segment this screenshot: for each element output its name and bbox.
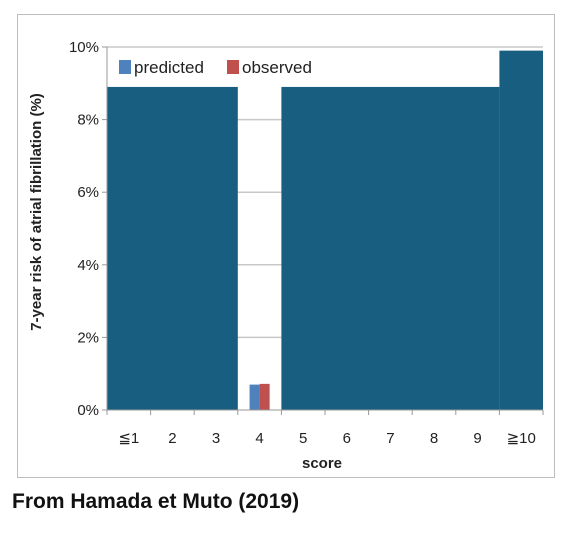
bars <box>249 383 270 410</box>
x-tick-label: 8 <box>430 430 438 447</box>
bar-observed <box>259 383 270 410</box>
x-tick-label: ≧10 <box>507 430 536 447</box>
x-tick-label: 2 <box>168 430 176 447</box>
y-axis-ticks: 0% 2% 4% 6% 8% 10% <box>69 39 107 419</box>
legend-swatch-observed <box>227 60 239 74</box>
x-tick-label: ≦1 <box>118 430 139 447</box>
legend-label-predicted: predicted <box>134 58 204 77</box>
overlay-blocks <box>107 50 543 411</box>
x-tick-label: 6 <box>343 430 351 447</box>
y-tick-label: 6% <box>77 184 99 201</box>
y-tick-label: 4% <box>77 257 99 274</box>
y-tick-label: 10% <box>69 39 99 56</box>
y-tick-label: 8% <box>77 112 99 129</box>
y-tick-label: 2% <box>77 329 99 346</box>
legend-label-observed: observed <box>242 58 312 77</box>
overlay-block <box>107 86 238 411</box>
x-tick-label: 9 <box>473 430 481 447</box>
legend: predicted observed <box>113 51 473 85</box>
x-axis-ticks: ≦1 2 3 4 5 6 7 8 9 ≧10 <box>106 410 544 447</box>
atrial-fibrillation-risk-chart: 0% 2% 4% 6% 8% 10% ≦1 2 3 4 5 6 7 8 9 ≧10 predicted obs… <box>28 39 544 472</box>
legend-swatch-predicted <box>119 60 131 74</box>
x-tick-label: 7 <box>386 430 394 447</box>
x-tick-label: 3 <box>212 430 220 447</box>
legend-box <box>113 51 473 85</box>
bar-predicted <box>249 384 260 410</box>
x-tick-label: 4 <box>255 430 263 447</box>
overlay-block <box>499 50 543 410</box>
x-axis-title: score <box>302 455 342 472</box>
y-tick-label: 0% <box>77 402 99 419</box>
source-caption: From Hamada et Muto (2019) <box>12 490 300 513</box>
x-tick-label: 5 <box>299 430 307 447</box>
y-axis-title: 7-year risk of atrial fibrillation (%) <box>28 93 45 331</box>
overlay-block <box>281 86 500 411</box>
